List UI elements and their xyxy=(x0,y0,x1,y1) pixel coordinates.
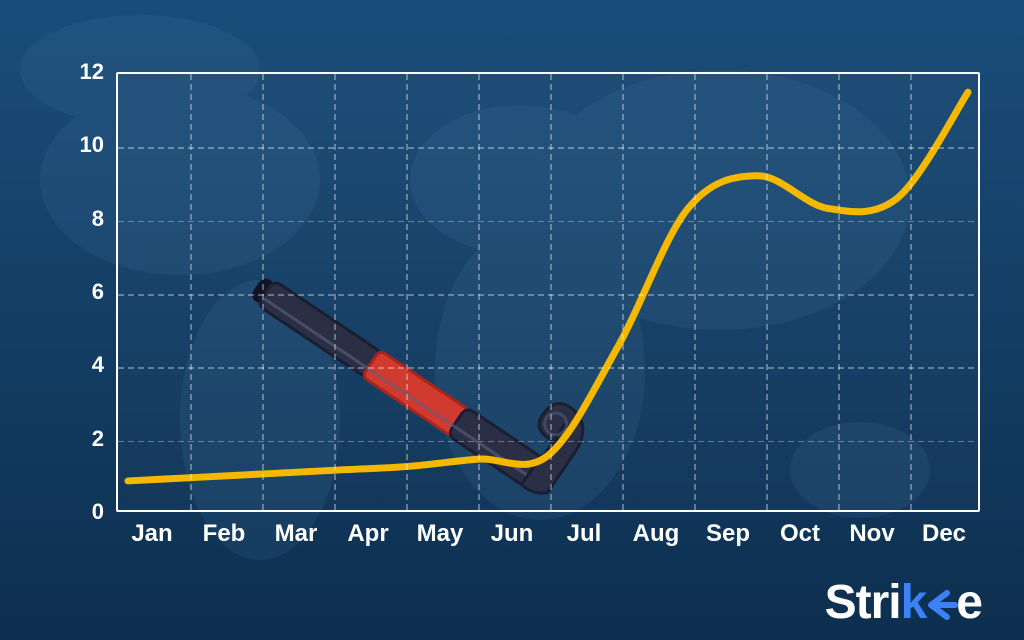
x-axis-label: Oct xyxy=(780,520,820,548)
y-axis-label: 12 xyxy=(64,59,104,85)
logo-text-pre: Stri xyxy=(825,575,901,630)
gridline-h xyxy=(118,221,978,223)
gridline-v xyxy=(190,74,192,510)
gridline-v xyxy=(406,74,408,510)
gridline-h xyxy=(118,147,978,149)
x-axis-label: Feb xyxy=(203,520,246,548)
chart: 024681012JanFebMarAprMayJunJulAugSepOctN… xyxy=(60,72,980,552)
brand-logo: Strike xyxy=(825,575,982,630)
y-axis-label: 4 xyxy=(64,352,104,378)
gridline-h xyxy=(118,294,978,296)
x-axis-label: Sep xyxy=(706,520,750,548)
logo-arrow-icon xyxy=(923,575,959,630)
x-axis-label: Dec xyxy=(922,520,966,548)
x-axis-label: Apr xyxy=(347,520,388,548)
x-axis-label: Jul xyxy=(567,520,602,548)
y-axis-label: 10 xyxy=(64,132,104,158)
gridline-v xyxy=(478,74,480,510)
x-axis-label: Jan xyxy=(131,520,172,548)
data-line xyxy=(118,74,978,510)
x-axis-label: Nov xyxy=(849,520,894,548)
gridline-v xyxy=(910,74,912,510)
gridline-h xyxy=(118,367,978,369)
gridline-v xyxy=(334,74,336,510)
gridline-v xyxy=(262,74,264,510)
gridline-v xyxy=(622,74,624,510)
gridline-v xyxy=(766,74,768,510)
logo-text-post: e xyxy=(956,575,982,630)
x-axis-label: Aug xyxy=(633,520,680,548)
x-axis-label: Jun xyxy=(491,520,534,548)
x-axis-label: May xyxy=(417,520,464,548)
gridline-v xyxy=(550,74,552,510)
plot-area xyxy=(116,72,980,512)
x-axis-label: Mar xyxy=(275,520,318,548)
gridline-h xyxy=(118,441,978,443)
y-axis-label: 8 xyxy=(64,206,104,232)
gridline-v xyxy=(838,74,840,510)
y-axis-label: 2 xyxy=(64,426,104,452)
y-axis-label: 6 xyxy=(64,279,104,305)
y-axis-label: 0 xyxy=(64,499,104,525)
gridline-v xyxy=(694,74,696,510)
